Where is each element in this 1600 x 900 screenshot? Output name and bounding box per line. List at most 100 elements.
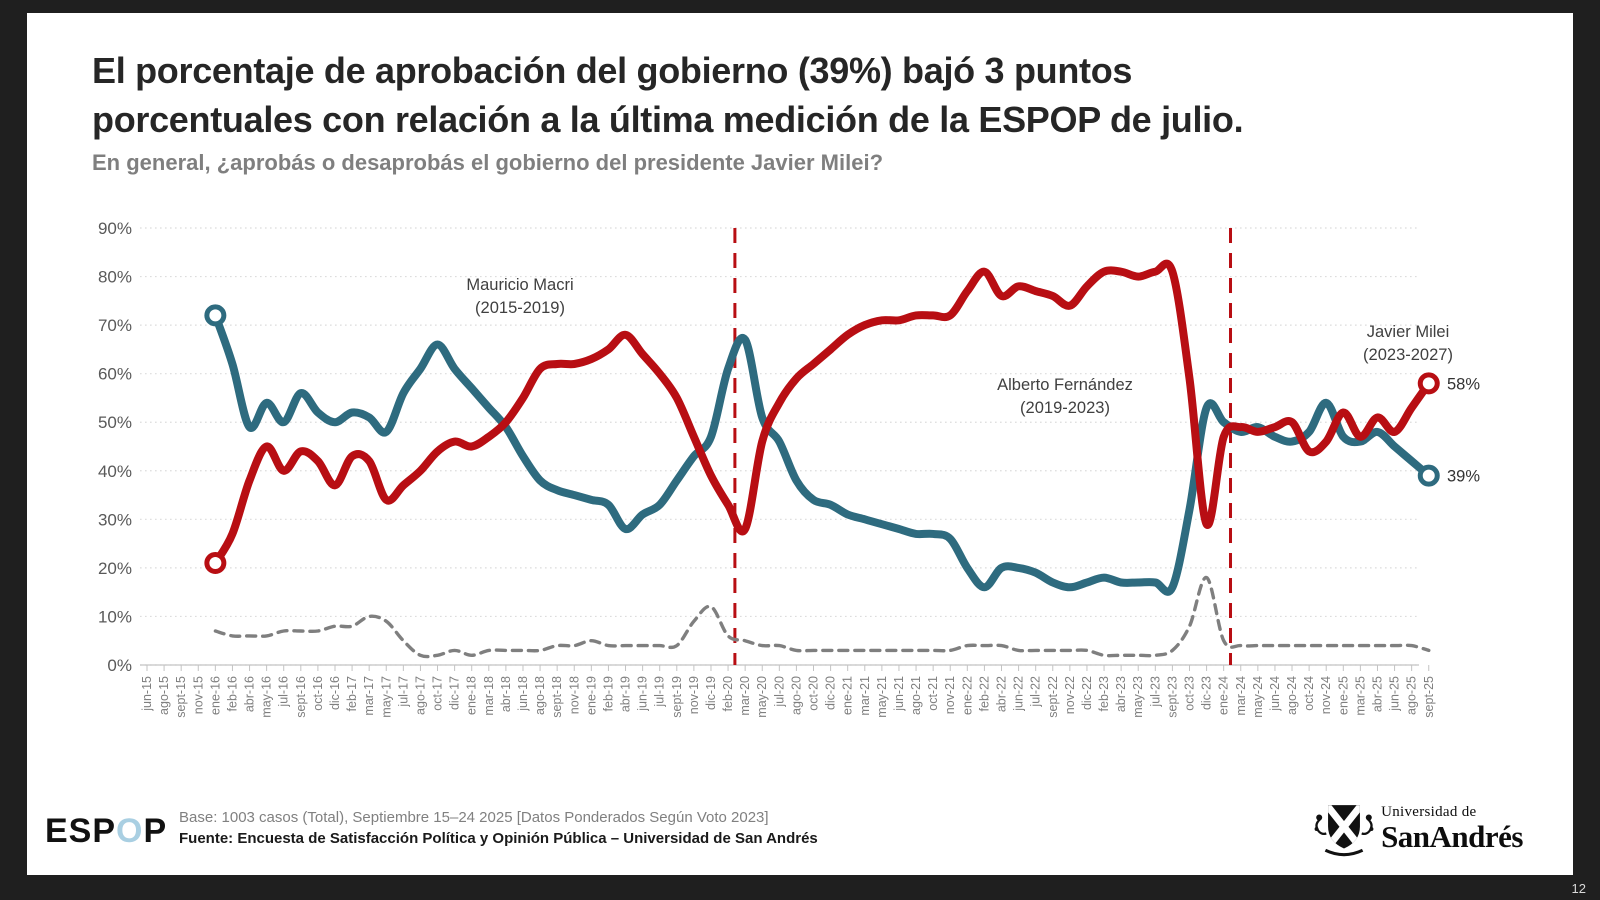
series-line-nsnc (213, 575, 1431, 659)
x-axis-label: ago-18 (533, 676, 547, 715)
x-axis-label: ago-25 (1405, 676, 1419, 715)
x-axis-label: may-17 (379, 676, 393, 718)
x-axis-label: nov-21 (943, 676, 957, 714)
x-axis-label: jul-23 (1148, 676, 1162, 708)
x-axis-label: feb-17 (345, 676, 359, 711)
x-axis-label: dic-17 (448, 676, 462, 710)
y-axis-label: 80% (98, 268, 132, 287)
x-axis-label: feb-22 (977, 676, 991, 711)
espop-logo: ESPOP (45, 812, 168, 850)
x-axis-label: feb-20 (721, 676, 735, 711)
x-axis-label: ago-15 (157, 676, 171, 715)
president-annotation-term: (2015-2019) (475, 299, 565, 317)
x-axis-label: may-24 (1251, 676, 1265, 718)
data-point-marker (204, 552, 227, 575)
y-axis-label: 70% (98, 316, 132, 335)
x-axis-label: jul-19 (653, 676, 667, 708)
x-axis-label: dic-23 (1200, 676, 1214, 710)
x-axis-label: may-21 (875, 676, 889, 718)
x-axis-label: abr-25 (1370, 676, 1384, 712)
y-axis-label: 50% (98, 413, 132, 432)
x-axis-label: mar-18 (482, 676, 496, 716)
approval-line-chart: jun-15 ago-15 sept-15 nov-15 ene-16 feb-16 abr… (98, 219, 1480, 718)
data-point-marker (1417, 464, 1440, 487)
x-axis-label: sept-25 (1422, 676, 1436, 718)
x-axis-label: feb-23 (1097, 676, 1111, 711)
data-point-marker (204, 304, 227, 327)
x-axis-label: mar-24 (1234, 676, 1248, 716)
x-axis-label: feb-16 (225, 676, 239, 711)
chart-question-subtitle: En general, ¿aprobás o desaprobás el gob… (92, 150, 884, 175)
x-axis-label: sept-19 (670, 676, 684, 718)
x-axis-label: sept-23 (1165, 676, 1179, 718)
x-axis-label: oct-23 (1182, 676, 1196, 711)
san-andres-crest-icon (1314, 805, 1374, 857)
x-axis-label: oct-21 (926, 676, 940, 711)
x-axis-label: may-23 (1131, 676, 1145, 718)
data-point-marker (1417, 372, 1440, 395)
president-annotation-term: (2023-2027) (1363, 346, 1453, 364)
footer: ESPOP Base: 1003 casos (Total), Septiemb… (27, 804, 1573, 865)
x-axis-label: ene-16 (208, 676, 222, 715)
title-line1: El porcentaje de aprobación del gobierno… (92, 50, 1133, 91)
x-axis-label: abr-18 (499, 676, 513, 712)
x-axis-label: nov-19 (687, 676, 701, 714)
x-axis-label: abr-23 (1114, 676, 1128, 712)
x-axis-label: jul-16 (277, 676, 291, 708)
x-axis-label: nov-15 (191, 676, 205, 714)
x-axis-label: oct-20 (807, 676, 821, 711)
x-axis-label: ene-25 (1336, 676, 1350, 715)
y-axis-label: 40% (98, 462, 132, 481)
x-axis-label: oct-17 (431, 676, 445, 711)
x-axis-label: jun-15 (140, 676, 154, 712)
x-axis-label: dic-22 (1080, 676, 1094, 710)
series-end-value-label: 58% (1447, 375, 1480, 393)
x-axis-label: abr-22 (995, 676, 1009, 712)
universidad-de-text: Universidad de (1381, 803, 1477, 820)
x-axis-label: jun-25 (1388, 676, 1402, 712)
x-axis-label: nov-18 (567, 676, 581, 714)
x-axis-label: ene-22 (960, 676, 974, 715)
x-axis-label: jun-18 (516, 676, 530, 712)
x-axis-label: sept-18 (550, 676, 564, 718)
y-axis-label: 30% (98, 510, 132, 529)
universidad-san-andres-logo: Universidad de SanAndrés (1313, 799, 1523, 859)
x-axis-label: ago-20 (789, 676, 803, 715)
universidad-wordmark: Universidad de SanAndrés (1381, 804, 1523, 855)
espop-logo-o: O (116, 812, 144, 850)
x-axis-label: jun-21 (892, 676, 906, 712)
x-axis-label: nov-24 (1319, 676, 1333, 714)
san-andres-text: SanAndrés (1381, 818, 1523, 854)
x-axis-label: jul-20 (772, 676, 786, 708)
y-axis-label: 0% (107, 656, 132, 675)
y-axis-label: 10% (98, 607, 132, 626)
series-line-desaprobacin (211, 259, 1433, 567)
x-axis-label: ene-19 (584, 676, 598, 715)
source-note: Fuente: Encuesta de Satisfacción Polític… (179, 830, 818, 847)
x-axis-label: jun-19 (636, 676, 650, 712)
slide-card: El porcentaje de aprobación del gobierno… (27, 13, 1573, 875)
x-axis-label: dic-16 (328, 676, 342, 710)
source-block: Base: 1003 casos (Total), Septiembre 15–… (179, 807, 818, 849)
x-axis-label: ago-24 (1285, 676, 1299, 715)
x-axis-label: mar-17 (362, 676, 376, 716)
x-axis-label: abr-16 (243, 676, 257, 712)
x-axis-label: nov-22 (1063, 676, 1077, 714)
x-axis-label: mar-25 (1353, 676, 1367, 716)
page-title: El porcentaje de aprobación del gobierno… (92, 46, 1512, 144)
x-axis-label: ago-21 (909, 676, 923, 715)
x-axis-label: dic-20 (824, 676, 838, 710)
series-end-value-label: 39% (1447, 468, 1480, 486)
x-axis-label: ene-21 (841, 676, 855, 715)
y-axis-label: 60% (98, 365, 132, 384)
x-axis-label: ago-17 (413, 676, 427, 715)
x-axis-label: sept-16 (294, 676, 308, 718)
president-annotation-term: (2019-2023) (1020, 399, 1110, 417)
president-annotation-name: Mauricio Macri (466, 276, 573, 294)
x-axis-label: sept-15 (174, 676, 188, 718)
president-annotation-name: Javier Milei (1367, 323, 1450, 341)
president-annotation-name: Alberto Fernández (997, 376, 1133, 394)
series-line-aprobacin (211, 311, 1433, 596)
x-axis-label: feb-19 (601, 676, 615, 711)
sample-base-note: Base: 1003 casos (Total), Septiembre 15–… (179, 809, 769, 826)
